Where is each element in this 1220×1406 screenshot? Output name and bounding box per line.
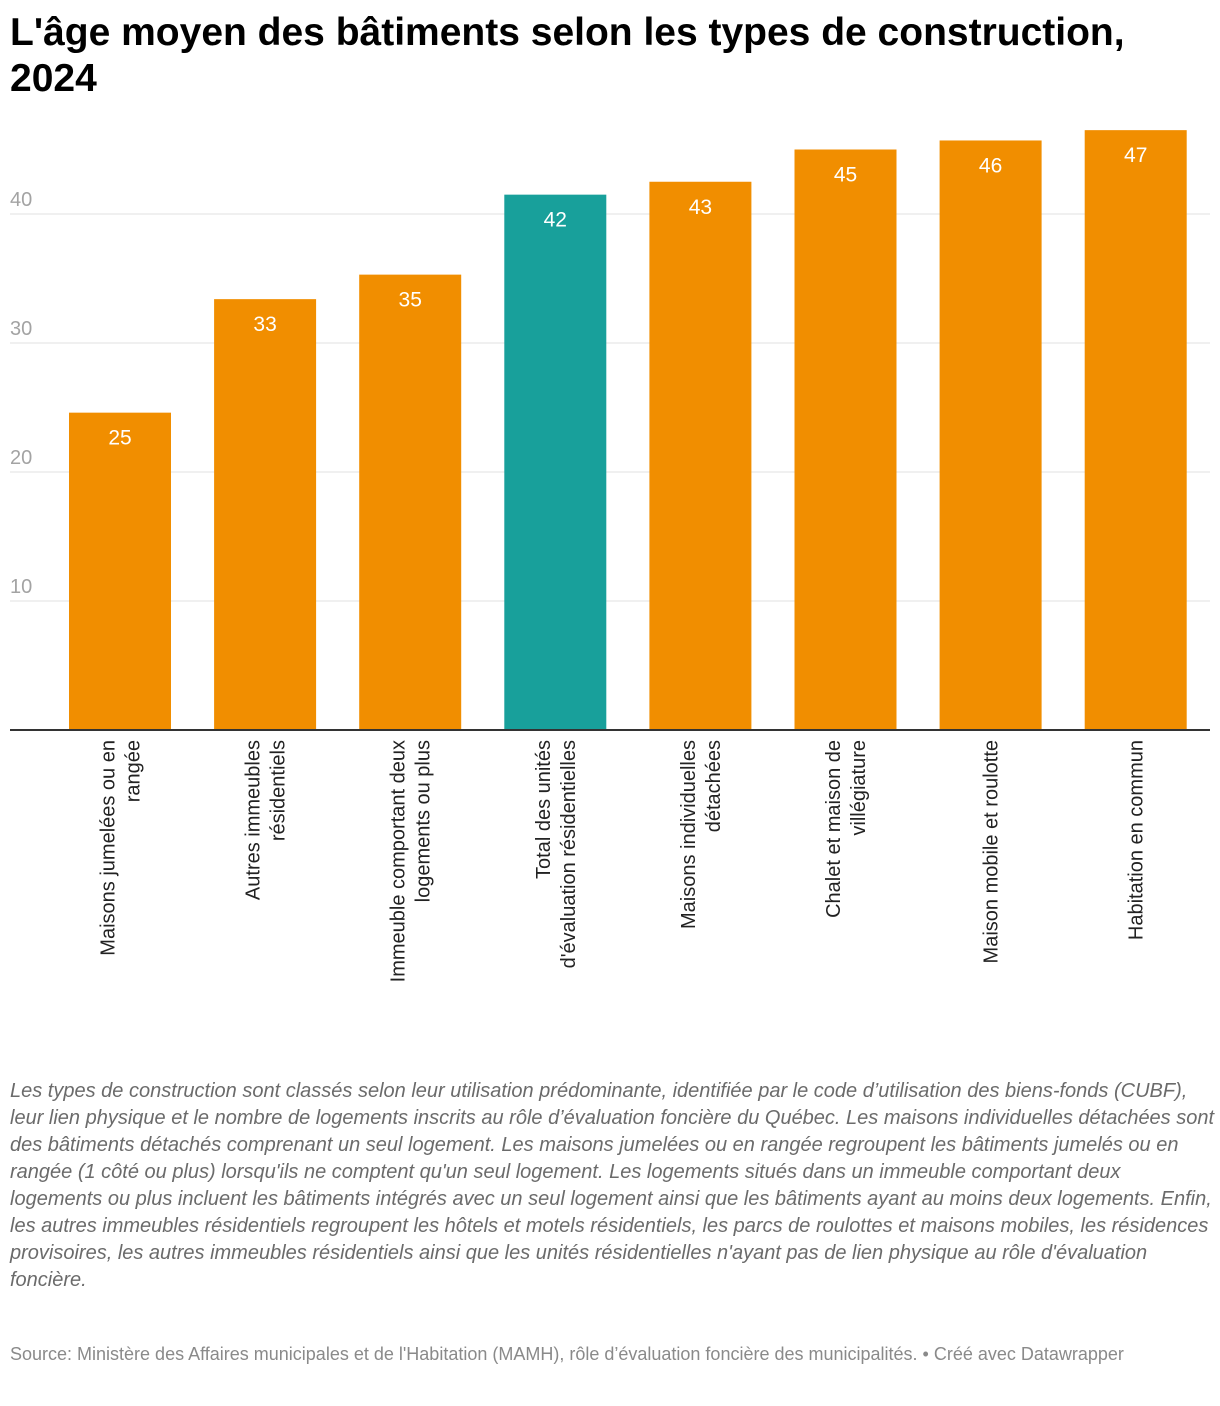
bar	[1084, 130, 1187, 730]
category-label-line: Chalet et maison de	[823, 740, 845, 918]
category-labels: Maisons jumelées ou en rangée Autres immeu…	[98, 740, 1148, 982]
bar-value-label: 25	[108, 427, 131, 450]
bar	[939, 140, 1042, 731]
category-label-line: Immeuble comportant deux	[388, 740, 410, 982]
category-label: Immeuble comportant deux logements ou plu…	[388, 740, 435, 982]
category-label-line: Maisons individuelles	[678, 740, 700, 929]
category-label-line: rangée	[123, 740, 145, 802]
category-label-line: Habitation en commun	[1126, 740, 1148, 940]
bar	[794, 149, 897, 730]
bar	[214, 299, 317, 730]
category-label-line: logements ou plus	[413, 740, 435, 902]
bar	[69, 412, 171, 730]
category-label-line: Total des unités	[533, 740, 555, 879]
category-label-line: Maisons jumelées ou en	[98, 740, 120, 956]
y-tick-label: 30	[10, 318, 32, 340]
category-label-line: détachées	[703, 740, 725, 832]
bar-value-label: 33	[253, 313, 276, 336]
bar-value-label: 35	[399, 289, 422, 312]
category-label: Total des unités d'évaluation résidentiel…	[533, 740, 580, 968]
bar-value-label: 45	[834, 164, 857, 187]
chart-source: Source: Ministère des Affaires municipal…	[10, 1344, 1124, 1364]
bars: 25 33 35 42 43 45 46 47	[69, 130, 1187, 731]
y-tick-label: 40	[10, 189, 32, 211]
bar-value-label: 46	[979, 154, 1002, 177]
category-label-line: Maison mobile et roulotte	[981, 740, 1003, 963]
bar	[504, 194, 607, 730]
bar-value-label: 43	[689, 196, 712, 219]
category-label: Maison mobile et roulotte	[981, 740, 1003, 963]
bar	[649, 181, 752, 730]
category-label: Habitation en commun	[1126, 740, 1148, 940]
category-label-line: Autres immeubles	[243, 740, 265, 900]
category-label: Chalet et maison de villégiature	[823, 740, 870, 918]
bar-value-label: 47	[1124, 144, 1147, 167]
y-tick-label: 10	[10, 576, 32, 598]
category-label-line: d'évaluation résidentielles	[558, 740, 580, 968]
bar	[359, 274, 462, 730]
bar-chart: 10 20 30 40 25 33 35 42 43 45 46 47 Maisons jumelé…	[10, 130, 1210, 982]
category-label: Maisons individuelles détachées	[678, 740, 725, 929]
category-label: Maisons jumelées ou en rangée	[98, 740, 145, 956]
category-label-line: résidentiels	[268, 740, 290, 841]
category-label: Autres immeubles résidentiels	[243, 740, 290, 900]
chart-notes: Les types de construction sont classés s…	[10, 1080, 1215, 1291]
bar-value-label: 42	[544, 209, 567, 232]
y-tick-label: 20	[10, 447, 32, 469]
chart-title: L'âge moyen des bâtiments selon les type…	[10, 11, 1125, 100]
category-label-line: villégiature	[848, 740, 870, 836]
